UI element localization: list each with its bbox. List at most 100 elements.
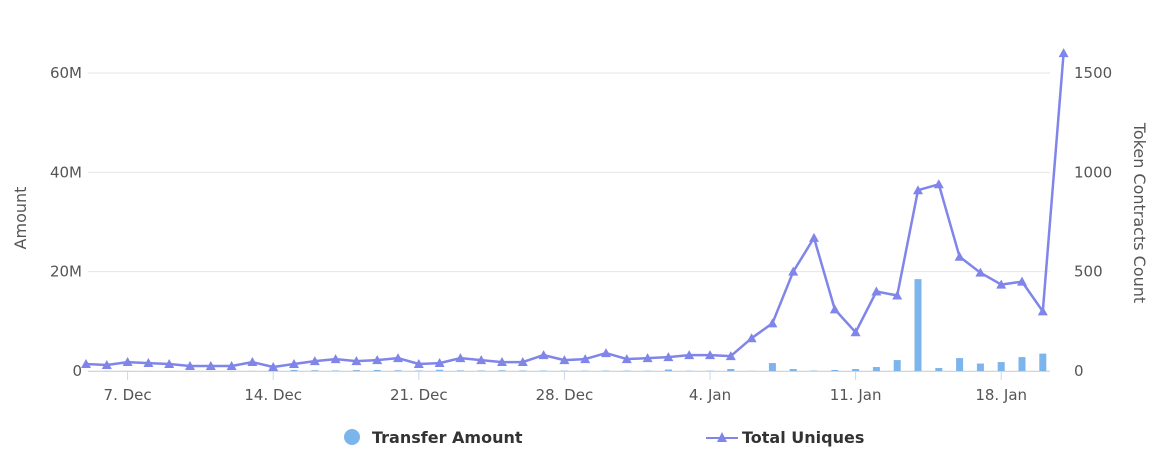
total-uniques-point <box>788 266 799 276</box>
total-uniques-point <box>621 354 632 364</box>
y-axis-right: 0 500 1000 1500 <box>1074 64 1112 380</box>
total-uniques-point <box>663 352 674 362</box>
total-uniques-path <box>85 52 1065 369</box>
transfer-amount-bar <box>935 368 943 371</box>
total-uniques-point <box>247 357 258 367</box>
total-uniques-point <box>497 357 507 367</box>
total-uniques-point <box>226 361 237 371</box>
total-uniques-point <box>684 350 695 360</box>
legend-transfer-amount-label: Transfer Amount <box>372 428 523 447</box>
transfer-amount-bars <box>82 279 1047 371</box>
total-uniques-point <box>829 304 840 314</box>
transfer-amount-bar <box>456 370 464 371</box>
total-uniques-point <box>1017 276 1027 286</box>
y-right-tick-label: 1500 <box>1074 64 1112 82</box>
y-left-tick-label: 40M <box>50 163 82 181</box>
total-uniques-point <box>434 358 445 368</box>
x-tick-label: 21. Dec <box>390 386 448 404</box>
legend-transfer-amount-marker <box>344 429 360 445</box>
transfer-amount-bar <box>436 369 444 371</box>
transfer-amount-bar <box>664 369 672 371</box>
total-uniques-line <box>81 48 1069 372</box>
total-uniques-point <box>413 359 424 369</box>
total-uniques-point <box>913 185 923 195</box>
transfer-amount-bar <box>1039 353 1047 371</box>
y-right-tick-label: 0 <box>1074 362 1084 380</box>
total-uniques-point <box>601 348 611 358</box>
total-uniques-point <box>1058 48 1069 58</box>
legend-item-transfer-amount[interactable]: Transfer Amount <box>344 428 523 447</box>
legend-item-total-uniques[interactable]: Total Uniques <box>706 428 864 447</box>
total-uniques-point <box>559 355 570 365</box>
total-uniques-point <box>372 355 383 365</box>
transfer-amount-bar <box>311 370 319 371</box>
total-uniques-point <box>330 354 341 364</box>
total-uniques-point <box>122 357 133 367</box>
total-uniques-point <box>850 327 861 337</box>
total-uniques-point <box>975 267 986 277</box>
total-uniques-point <box>580 354 591 364</box>
total-uniques-point <box>892 290 903 300</box>
transfer-amount-bar <box>290 370 298 371</box>
x-tick-label: 14. Dec <box>244 386 302 404</box>
total-uniques-point <box>1037 306 1048 316</box>
y-left-tick-label: 0 <box>72 362 82 380</box>
legend-total-uniques-label: Total Uniques <box>742 428 864 447</box>
transfer-amount-bar <box>872 367 880 371</box>
total-uniques-point <box>809 232 819 242</box>
total-uniques-point <box>933 179 944 189</box>
y-right-tick-label: 500 <box>1074 263 1103 281</box>
x-tick-label: 28. Dec <box>536 386 594 404</box>
y-axis-right-title: Token Contracts Count <box>1130 122 1149 303</box>
total-uniques-point <box>538 350 549 360</box>
total-uniques-point <box>185 361 195 371</box>
transfer-amount-bar <box>727 369 735 371</box>
transfer-amount-bar <box>394 370 402 371</box>
total-uniques-point <box>871 286 882 296</box>
transfer-amount-bar <box>997 362 1005 371</box>
legend: Transfer Amount Total Uniques <box>344 428 864 447</box>
total-uniques-point <box>309 356 320 366</box>
transfer-amount-bar <box>831 370 839 371</box>
transfer-amount-bar <box>1018 357 1026 371</box>
x-tick-label: 18. Jan <box>975 386 1027 404</box>
total-uniques-point <box>455 353 466 363</box>
x-tick-label: 11. Jan <box>830 386 882 404</box>
transfer-amount-bar <box>768 363 776 371</box>
total-uniques-point <box>164 359 175 369</box>
transfer-amount-bar <box>893 360 901 371</box>
y-right-tick-label: 1000 <box>1074 163 1112 181</box>
total-uniques-point <box>476 355 487 365</box>
y-axis-left-title: Amount <box>11 187 30 250</box>
total-uniques-point <box>705 350 715 360</box>
total-uniques-point <box>81 359 91 369</box>
total-uniques-point <box>725 351 736 361</box>
total-uniques-point <box>954 251 965 261</box>
x-tick-label: 4. Jan <box>689 386 731 404</box>
total-uniques-point <box>351 356 362 366</box>
transfer-amount-bar <box>498 370 506 371</box>
total-uniques-point <box>289 359 299 369</box>
transfer-amount-bar <box>956 358 964 371</box>
transfer-amount-bar <box>373 370 381 371</box>
total-uniques-point <box>101 360 112 370</box>
transfer-amount-bar <box>352 370 360 371</box>
total-uniques-point <box>517 357 528 367</box>
gridlines <box>88 72 1050 372</box>
total-uniques-point <box>767 318 778 328</box>
transfer-amount-bar <box>914 279 922 371</box>
total-uniques-point <box>996 279 1007 289</box>
y-axis-left: 0 20M 40M 60M <box>50 64 82 380</box>
total-uniques-point <box>746 333 757 343</box>
total-uniques-point <box>205 361 216 371</box>
legend-total-uniques-marker <box>717 432 727 442</box>
y-left-tick-label: 60M <box>50 64 82 82</box>
total-uniques-point <box>393 353 403 363</box>
x-tick-label: 7. Dec <box>104 386 152 404</box>
total-uniques-point <box>642 353 653 363</box>
transfer-amount-bar <box>976 363 984 371</box>
total-uniques-point <box>143 358 154 368</box>
transfer-amount-bar <box>789 369 797 371</box>
y-left-tick-label: 20M <box>50 263 82 281</box>
